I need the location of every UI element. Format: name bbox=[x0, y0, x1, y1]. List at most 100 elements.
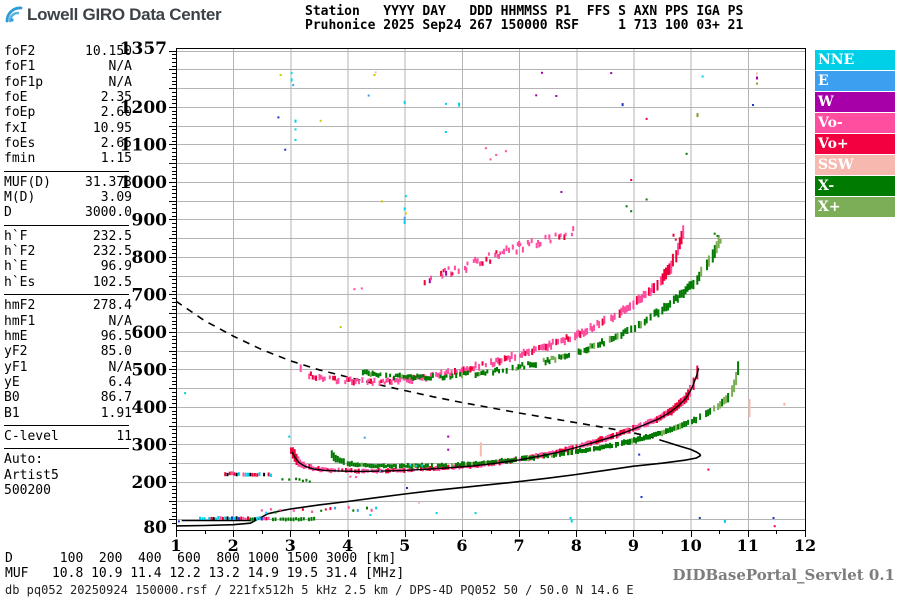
y-axis-tick-label: 800 bbox=[132, 248, 168, 268]
parameter-label: fmin bbox=[4, 151, 36, 167]
es-2nd-hop-x-echoes bbox=[281, 477, 311, 483]
station-header-line1: Station YYYY DAY DDD HHMMSS P1 FFS S AXN… bbox=[305, 4, 744, 19]
legend-item-w: W bbox=[815, 92, 895, 112]
parameter-label: MUF(D) bbox=[4, 174, 51, 190]
x-axis-tick-label: 10 bbox=[680, 536, 702, 555]
parameter-value: 3.09 bbox=[100, 190, 132, 206]
valley-echoes bbox=[260, 505, 378, 515]
y-axis-tick-label: 1357 bbox=[120, 39, 167, 59]
x-axis-tick-label: 9 bbox=[628, 536, 639, 555]
parameter-row: M(D) 3.09 bbox=[4, 190, 132, 205]
y-axis-tick-label: 1000 bbox=[120, 173, 167, 193]
parameter-row: hmE 96.5 bbox=[4, 329, 132, 344]
y-axis-tick-label: 500 bbox=[132, 360, 168, 380]
parameter-label: foEp bbox=[4, 105, 36, 121]
y-axis-tick-label: 700 bbox=[132, 285, 168, 305]
parameter-value: 86.7 bbox=[100, 390, 132, 406]
parameter-label: B0 bbox=[4, 390, 20, 406]
parameter-row: D 3000.0 bbox=[4, 205, 132, 220]
parameter-row: h`F 232.5 bbox=[4, 229, 132, 244]
y-axis-tick-label: 1200 bbox=[120, 98, 167, 118]
y-axis-tick-label: 900 bbox=[132, 210, 168, 230]
parameter-label: foF2 bbox=[4, 44, 36, 59]
parameter-label: h`E bbox=[4, 259, 28, 275]
parameter-value: 2.65 bbox=[100, 136, 132, 152]
es-trace-x-echoes bbox=[271, 516, 316, 522]
y-axis-tick-label: 400 bbox=[132, 398, 168, 418]
muf-transmission-curve-nose-lower bbox=[175, 440, 702, 527]
station-header-line2: Pruhonice 2025 Sep24 267 150000 RSF 1 71… bbox=[305, 18, 744, 33]
parameter-label: yE bbox=[4, 374, 20, 390]
parameter-row: foEp 2.60 bbox=[4, 105, 132, 120]
parameter-value: 232.5 bbox=[92, 244, 132, 260]
parameter-value: 1.15 bbox=[100, 151, 132, 167]
panel-separator bbox=[4, 294, 129, 296]
es-2nd-hop-echoes bbox=[224, 471, 272, 477]
parameter-label: foF1p bbox=[4, 74, 44, 90]
parameter-label: yF2 bbox=[4, 344, 28, 360]
x-axis-tick-label: 7 bbox=[514, 536, 525, 555]
parameter-value: 6.4 bbox=[108, 374, 132, 390]
es-trace-echoes bbox=[199, 516, 270, 522]
parameter-row: hmF1 N/A bbox=[4, 314, 132, 329]
y-axis-tick-label: 80 bbox=[143, 518, 167, 538]
panel-separator bbox=[4, 448, 129, 450]
parameter-label: C-level bbox=[4, 428, 59, 444]
parameter-value: 85.0 bbox=[100, 344, 132, 360]
parameter-panel: foF2 10.150 foF1 N/A foF1p N/A foE 2.35 foEp 2.60… bbox=[4, 44, 132, 498]
muf-transmission-curve-upper-dashed bbox=[175, 300, 666, 443]
parameter-value: 2.60 bbox=[100, 105, 132, 121]
parameter-value: 31.373 bbox=[85, 174, 132, 190]
echo-type-legend: NNE E W Vo- Vo+ SSW X- X+ bbox=[815, 50, 895, 218]
parameter-row: yF1 N/A bbox=[4, 360, 132, 375]
parameter-label: foEs bbox=[4, 136, 36, 152]
lowell-giro-logo: Lowell GIRO Data Center bbox=[4, 4, 222, 26]
legend-item-xplus: X+ bbox=[815, 197, 895, 217]
artist-f-trace-fit-line bbox=[291, 368, 700, 473]
x-axis-tick-label: 4 bbox=[342, 536, 353, 555]
x-trace-1st-hop bbox=[330, 361, 740, 469]
legend-item-voplus: Vo+ bbox=[815, 134, 895, 154]
f2-2nd-hop-x-echoes bbox=[361, 235, 722, 381]
parameter-value: N/A bbox=[108, 313, 132, 329]
parameter-value: 278.4 bbox=[92, 298, 132, 314]
parameter-row: yE 6.4 bbox=[4, 375, 132, 390]
parameter-row: h`F2 232.5 bbox=[4, 244, 132, 259]
parameter-row: foEs 2.65 bbox=[4, 136, 132, 151]
parameter-value: 232.5 bbox=[92, 228, 132, 244]
y-axis-tick-label: 1100 bbox=[120, 135, 167, 155]
parameter-value: 102.5 bbox=[92, 274, 132, 290]
parameter-label: yF1 bbox=[4, 359, 28, 375]
panel-separator bbox=[4, 224, 129, 226]
parameter-value: N/A bbox=[108, 74, 132, 90]
x-axis-tick-label: 11 bbox=[737, 536, 759, 555]
parameter-value: 3000.0 bbox=[85, 205, 132, 221]
legend-item-nne: NNE bbox=[815, 50, 895, 70]
parameter-row: B1 1.91 bbox=[4, 406, 132, 421]
parameter-value: 96.9 bbox=[100, 259, 132, 275]
x-axis-tick-label: 1 bbox=[170, 536, 181, 555]
parameter-row: foE 2.35 bbox=[4, 90, 132, 105]
parameter-label: fxI bbox=[4, 120, 28, 136]
panel-separator bbox=[4, 424, 129, 426]
parameter-row: h`E 96.9 bbox=[4, 259, 132, 274]
legend-item-ssw: SSW bbox=[815, 155, 895, 175]
y-axis-tick-label: 600 bbox=[132, 323, 168, 343]
parameter-row: foF1p N/A bbox=[4, 75, 132, 90]
parameter-value: N/A bbox=[108, 59, 132, 75]
parameter-label: hmE bbox=[4, 328, 28, 344]
parameter-row: C-level 11 bbox=[4, 429, 132, 444]
parameter-label: hmF2 bbox=[4, 298, 36, 314]
x-axis-tick-label: 2 bbox=[228, 536, 239, 555]
x-axis-tick-label: 12 bbox=[794, 536, 816, 555]
giro-wave-icon bbox=[5, 6, 23, 23]
parameter-label: h`F bbox=[4, 228, 28, 244]
parameter-label: foE bbox=[4, 90, 28, 106]
parameter-label: foF1 bbox=[4, 59, 36, 75]
parameter-label: h`Es bbox=[4, 274, 36, 290]
muf-table-muf-row: MUF 10.8 10.9 11.4 12.2 13.2 14.9 19.5 3… bbox=[5, 566, 405, 581]
parameter-row: h`Es 102.5 bbox=[4, 275, 132, 290]
muf-table-d-row: D 100 200 400 600 800 1000 1500 3000 [km… bbox=[5, 551, 397, 566]
